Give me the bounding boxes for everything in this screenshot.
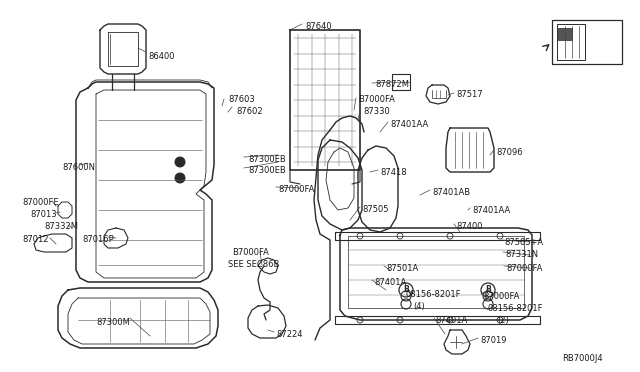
Bar bbox=[552, 20, 622, 64]
Text: 87505: 87505 bbox=[362, 205, 388, 214]
Text: 86400: 86400 bbox=[148, 52, 175, 61]
Circle shape bbox=[175, 173, 185, 183]
Text: 87872M: 87872M bbox=[375, 80, 409, 89]
Text: 87401AA: 87401AA bbox=[390, 120, 428, 129]
Circle shape bbox=[175, 157, 185, 167]
Text: 87418: 87418 bbox=[380, 168, 406, 177]
Text: 87501A: 87501A bbox=[386, 264, 419, 273]
Text: (2): (2) bbox=[497, 316, 509, 325]
Text: 87019: 87019 bbox=[480, 336, 506, 345]
Text: 87300EB: 87300EB bbox=[248, 166, 285, 175]
Bar bbox=[557, 24, 585, 60]
Text: 87401A: 87401A bbox=[435, 316, 467, 325]
Text: 87505+A: 87505+A bbox=[504, 238, 543, 247]
Text: 87013: 87013 bbox=[30, 210, 56, 219]
Text: 87000FA: 87000FA bbox=[278, 185, 314, 194]
Text: (4): (4) bbox=[413, 302, 425, 311]
Text: 87401A: 87401A bbox=[374, 278, 406, 287]
Text: 87016P: 87016P bbox=[82, 235, 114, 244]
Text: B7000FA: B7000FA bbox=[232, 248, 269, 257]
Bar bbox=[392, 74, 410, 90]
Text: 87332M: 87332M bbox=[44, 222, 78, 231]
Text: 08156-8201F: 08156-8201F bbox=[488, 304, 543, 313]
Text: B7000FA: B7000FA bbox=[358, 95, 395, 104]
Text: RB7000J4: RB7000J4 bbox=[562, 354, 603, 363]
Text: 87401AA: 87401AA bbox=[472, 206, 510, 215]
Text: 87640: 87640 bbox=[305, 22, 332, 31]
Text: 87603: 87603 bbox=[228, 95, 255, 104]
Text: 87096: 87096 bbox=[496, 148, 523, 157]
Text: B: B bbox=[403, 285, 409, 295]
Text: SEE SEC86B: SEE SEC86B bbox=[228, 260, 280, 269]
Text: 87331N: 87331N bbox=[505, 250, 538, 259]
Text: 87517: 87517 bbox=[456, 90, 483, 99]
Text: 87300M: 87300M bbox=[96, 318, 130, 327]
Text: B: B bbox=[485, 285, 491, 295]
Text: 08156-8201F: 08156-8201F bbox=[406, 290, 461, 299]
Bar bbox=[558, 28, 572, 40]
Text: 87000FE: 87000FE bbox=[22, 198, 59, 207]
Text: 87400: 87400 bbox=[456, 222, 483, 231]
Text: 87000FA: 87000FA bbox=[483, 292, 520, 301]
Text: 87330: 87330 bbox=[363, 107, 390, 116]
Text: 87000FA: 87000FA bbox=[506, 264, 542, 273]
Text: 87602: 87602 bbox=[236, 107, 262, 116]
Text: 87224: 87224 bbox=[276, 330, 303, 339]
Text: 87600N: 87600N bbox=[62, 163, 95, 172]
Text: 87401AB: 87401AB bbox=[432, 188, 470, 197]
Text: 87300EB: 87300EB bbox=[248, 155, 285, 164]
Text: 87012: 87012 bbox=[22, 235, 49, 244]
